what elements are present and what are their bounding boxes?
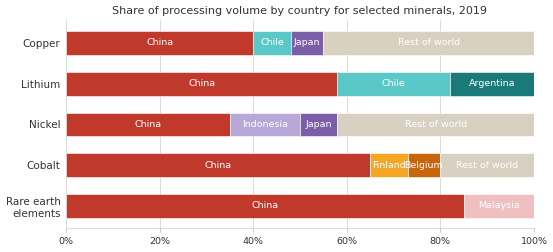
Text: Rest of world: Rest of world: [398, 38, 460, 47]
Text: Rest of world: Rest of world: [405, 120, 467, 129]
Text: China: China: [146, 38, 173, 47]
Bar: [66, 194, 464, 218]
Bar: [230, 113, 300, 136]
Text: China: China: [205, 161, 232, 170]
Text: Chile: Chile: [382, 79, 405, 88]
Text: Argentina: Argentina: [468, 79, 515, 88]
Text: Belgium: Belgium: [405, 161, 444, 170]
Bar: [440, 153, 534, 177]
Bar: [450, 72, 534, 96]
Bar: [337, 72, 450, 96]
Bar: [408, 153, 440, 177]
Text: Chile: Chile: [260, 38, 284, 47]
Bar: [66, 31, 253, 55]
Bar: [66, 153, 370, 177]
Title: Share of processing volume by country for selected minerals, 2019: Share of processing volume by country fo…: [112, 6, 487, 16]
Text: Rest of world: Rest of world: [456, 161, 518, 170]
Bar: [291, 31, 324, 55]
Text: Japan: Japan: [294, 38, 320, 47]
Bar: [300, 113, 337, 136]
Bar: [253, 31, 291, 55]
Text: Finland: Finland: [372, 161, 406, 170]
Bar: [370, 153, 408, 177]
Bar: [464, 194, 534, 218]
Bar: [337, 113, 534, 136]
Text: Malaysia: Malaysia: [478, 202, 520, 210]
Bar: [324, 31, 534, 55]
Text: China: China: [251, 202, 278, 210]
Text: Japan: Japan: [305, 120, 332, 129]
Bar: [66, 72, 337, 96]
Text: China: China: [134, 120, 161, 129]
Text: China: China: [188, 79, 215, 88]
Bar: [66, 113, 230, 136]
Text: Indonesia: Indonesia: [242, 120, 288, 129]
